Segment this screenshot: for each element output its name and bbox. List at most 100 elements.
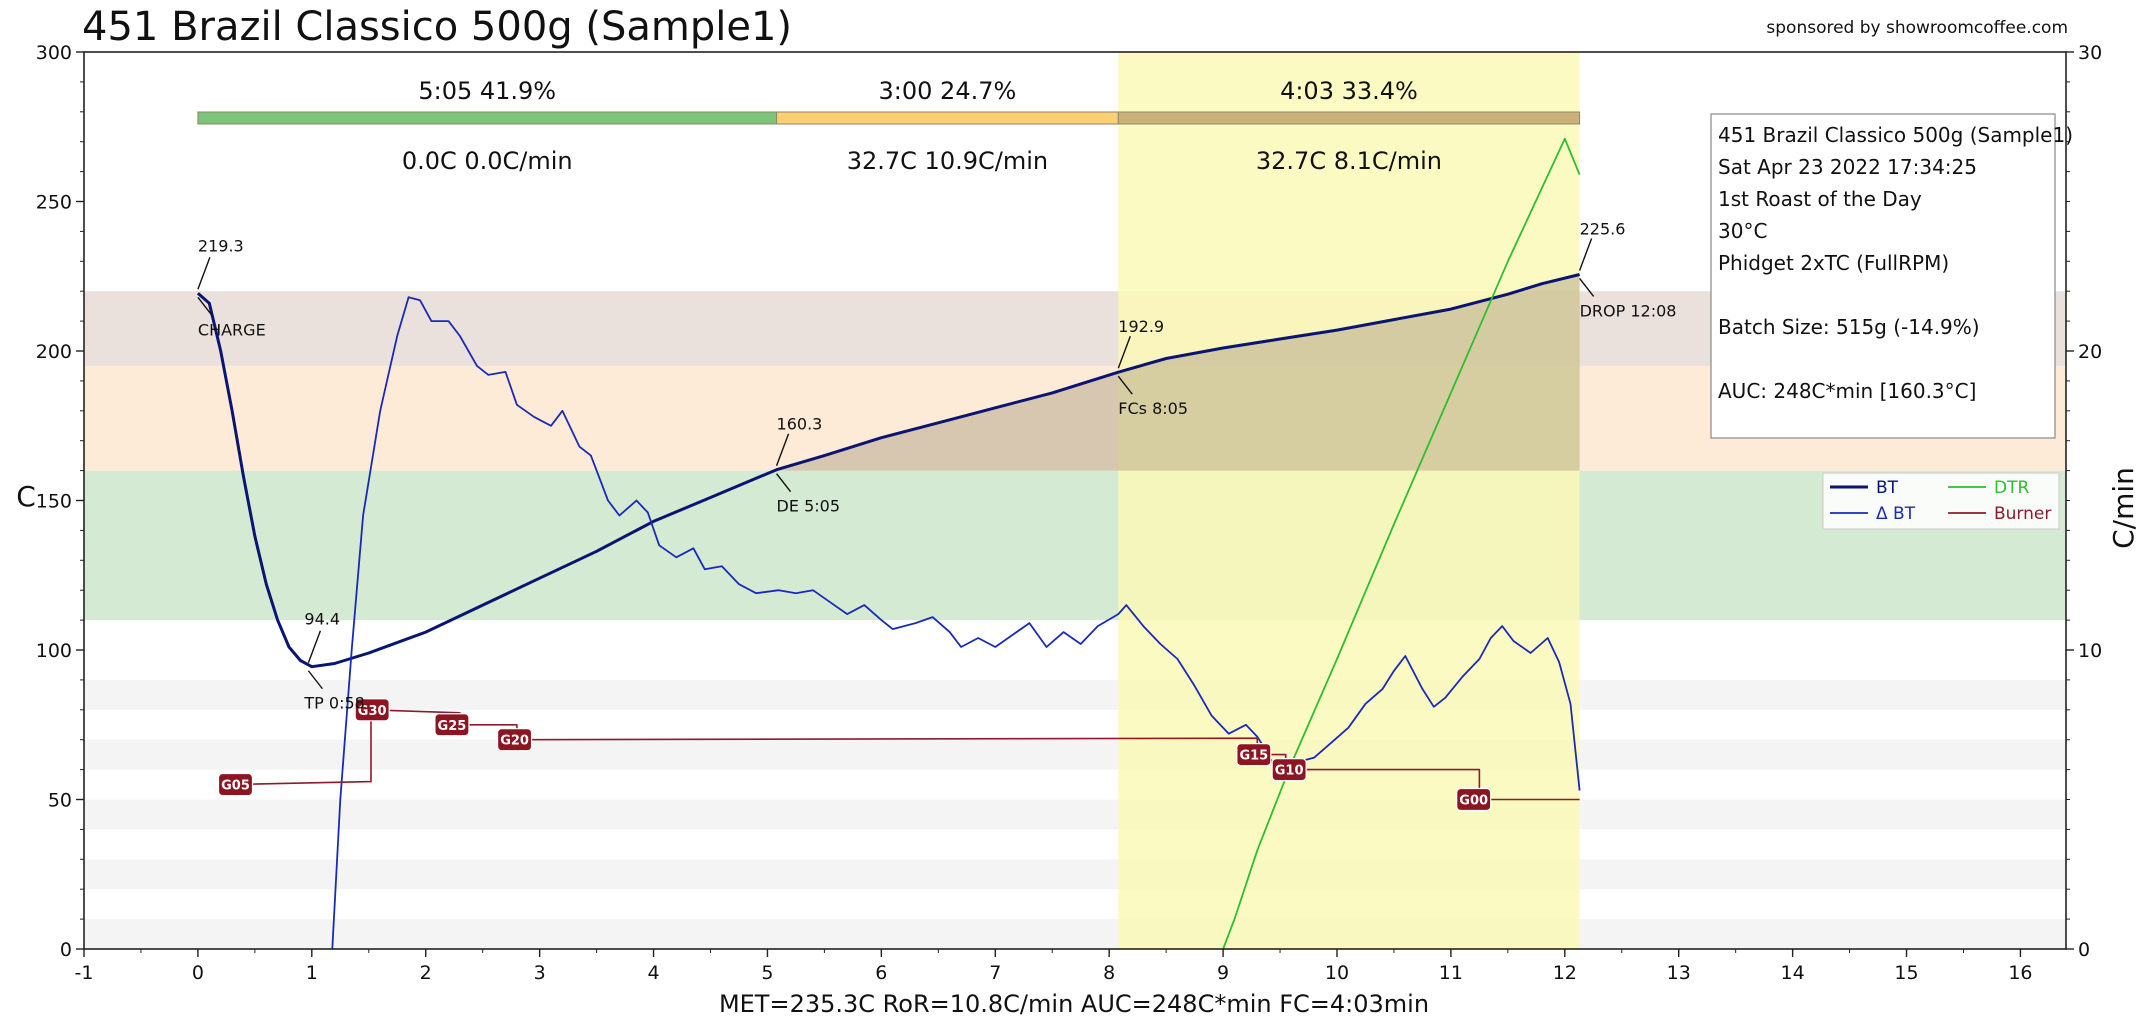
bg-stripe-2 bbox=[84, 799, 2066, 830]
series-layer: G05 G30 G25 G20 G15 G10 G00 219.3 CHARGE 94.4 TP 0… bbox=[196, 137, 1677, 950]
marker-leader-down-3 bbox=[1117, 375, 1133, 395]
event-badge-5 bbox=[1271, 757, 1307, 782]
info-line-6: Batch Size: 515g (-14.9%) bbox=[1718, 315, 1980, 339]
background-layer: 5:05 41.9% 0.0C 0.0C/min 3:00 24.7% 32.7C 1… bbox=[84, 52, 2066, 949]
phase-bar-0 bbox=[197, 111, 778, 125]
info-line-2: 1st Roast of the Day bbox=[1718, 187, 1922, 211]
x-tick-label-5: 4 bbox=[647, 962, 659, 984]
footer-stats: MET=235.3C RoR=10.8C/min AUC=248C*min FC… bbox=[719, 990, 1429, 1018]
x-tick-label-6: 5 bbox=[761, 962, 773, 984]
y-axis-label: C bbox=[16, 480, 36, 513]
event-badge-label-2: G25 bbox=[438, 719, 467, 734]
y2-tick-label-0: 0 bbox=[2078, 939, 2090, 961]
info-line-0: 451 Brazil Classico 500g (Sample1) bbox=[1718, 123, 2073, 147]
phase-bottom-label-0: 0.0C 0.0C/min bbox=[402, 147, 573, 175]
marker-value-1: 94.4 bbox=[304, 610, 340, 629]
x-tick-label-16: 15 bbox=[1894, 962, 1918, 984]
phase-bar-1 bbox=[776, 111, 1119, 125]
y-tick-label-6: 300 bbox=[36, 42, 72, 64]
y-tick-label-0: 0 bbox=[60, 939, 72, 961]
legend-label-3: Burner bbox=[1994, 504, 2051, 524]
event-badge-label-3: G20 bbox=[500, 734, 529, 749]
y-tick-label-1: 50 bbox=[48, 790, 72, 812]
event-badge-3 bbox=[496, 728, 533, 752]
marker-label-0: CHARGE bbox=[198, 320, 266, 339]
bg-stripe-1 bbox=[84, 859, 2066, 890]
x-tick-label-9: 8 bbox=[1103, 962, 1115, 984]
x-tick-label-2: 1 bbox=[306, 962, 318, 984]
marker-leader-down-2 bbox=[776, 473, 792, 493]
marker-value-3: 192.9 bbox=[1118, 317, 1164, 336]
event-badge-6 bbox=[1456, 787, 1492, 812]
chart-title: 451 Brazil Classico 500g (Sample1) bbox=[82, 4, 792, 50]
info-line-8: AUC: 248C*min [160.3°C] bbox=[1718, 379, 1976, 403]
bg-stripe-0 bbox=[84, 919, 2066, 949]
series-line-bt bbox=[331, 296, 1581, 950]
x-tick-label-1: 0 bbox=[192, 962, 204, 984]
legend-frame bbox=[1822, 472, 2060, 530]
y-tick-label-3: 150 bbox=[36, 491, 72, 513]
marker-value-0: 219.3 bbox=[198, 236, 244, 255]
marker-label-3: FCs 8:05 bbox=[1118, 399, 1188, 418]
x-tick-label-15: 14 bbox=[1781, 962, 1805, 984]
phase-bottom-label-2: 32.7C 8.1C/min bbox=[1256, 147, 1442, 175]
info-line-4: Phidget 2xTC (FullRPM) bbox=[1718, 251, 1949, 275]
event-badge-4 bbox=[1236, 743, 1272, 767]
legend: BT Δ BT DTR Burner bbox=[1822, 472, 2060, 530]
event-badge-label-1: G30 bbox=[358, 704, 387, 719]
y2-tick-label-2: 20 bbox=[2078, 341, 2102, 363]
event-badge-label-6: G00 bbox=[1459, 794, 1488, 809]
y2-axis-label: C/min bbox=[2107, 467, 2140, 549]
info-box: 451 Brazil Classico 500g (Sample1) Sat Ap… bbox=[1710, 113, 2073, 439]
x-tick-label-10: 9 bbox=[1217, 962, 1229, 984]
info-line-3: 30°C bbox=[1718, 219, 1767, 243]
info-line-1: Sat Apr 23 2022 17:34:25 bbox=[1718, 155, 1977, 179]
marker-leader-up-4 bbox=[1578, 238, 1593, 271]
phase-bar-2 bbox=[1117, 111, 1581, 125]
marker-leader-up-0 bbox=[197, 257, 211, 290]
marker-leader-up-3 bbox=[1117, 335, 1131, 369]
marker-label-4: DROP 12:08 bbox=[1580, 301, 1677, 320]
phase-top-label-2: 4:03 33.4% bbox=[1280, 77, 1418, 105]
development-highlight bbox=[1118, 52, 1580, 949]
marker-value-4: 225.6 bbox=[1580, 219, 1626, 238]
event-badge-label-0: G05 bbox=[221, 779, 250, 794]
x-tick-label-12: 11 bbox=[1439, 962, 1463, 984]
x-tick-label-7: 6 bbox=[875, 962, 887, 984]
event-badge-1 bbox=[354, 698, 390, 722]
marker-label-2: DE 5:05 bbox=[777, 497, 840, 516]
x-tick-label-8: 7 bbox=[989, 962, 1001, 984]
x-tick-label-3: 2 bbox=[420, 962, 432, 984]
y2-tick-label-1: 10 bbox=[2078, 640, 2102, 662]
legend-label-2: DTR bbox=[1994, 478, 2029, 498]
marker-leader-down-4 bbox=[1579, 278, 1595, 297]
legend-label-0: BT bbox=[1876, 478, 1899, 498]
marker-value-2: 160.3 bbox=[777, 415, 823, 434]
event-badge-2 bbox=[434, 713, 470, 737]
legend-label-1: Δ BT bbox=[1876, 504, 1916, 524]
x-tick-label-0: -1 bbox=[75, 962, 94, 984]
series-line-dtr bbox=[1222, 137, 1581, 950]
marker-leader-down-0 bbox=[197, 296, 213, 316]
x-tick-label-4: 3 bbox=[534, 962, 546, 984]
x-tick-label-14: 13 bbox=[1667, 962, 1691, 984]
axes-frame: -1 0 1 2 3 4 5 6 7 8 9 10 11 12 13 14 15 1605010015020025… bbox=[36, 42, 2102, 984]
series-line-bt bbox=[196, 273, 1580, 669]
marker-leader-down-1 bbox=[307, 670, 323, 690]
bg-stripe-4 bbox=[84, 679, 2066, 710]
x-tick-label-17: 16 bbox=[2008, 962, 2032, 984]
marker-leader-up-2 bbox=[775, 433, 790, 466]
bg-stripe-3 bbox=[84, 739, 2066, 770]
event-badge-0 bbox=[217, 772, 254, 797]
phase-top-label-0: 5:05 41.9% bbox=[418, 77, 556, 105]
y-tick-label-2: 100 bbox=[36, 640, 72, 662]
phase-bottom-label-1: 32.7C 10.9C/min bbox=[847, 147, 1048, 175]
x-tick-label-11: 10 bbox=[1325, 962, 1349, 984]
event-badge-label-4: G15 bbox=[1239, 749, 1268, 764]
y-tick-label-5: 250 bbox=[36, 192, 72, 214]
info-box-frame bbox=[1710, 113, 2056, 439]
temp-band-0 bbox=[84, 470, 2066, 621]
phase-top-label-1: 3:00 24.7% bbox=[879, 77, 1017, 105]
marker-leader-up-1 bbox=[307, 630, 322, 663]
